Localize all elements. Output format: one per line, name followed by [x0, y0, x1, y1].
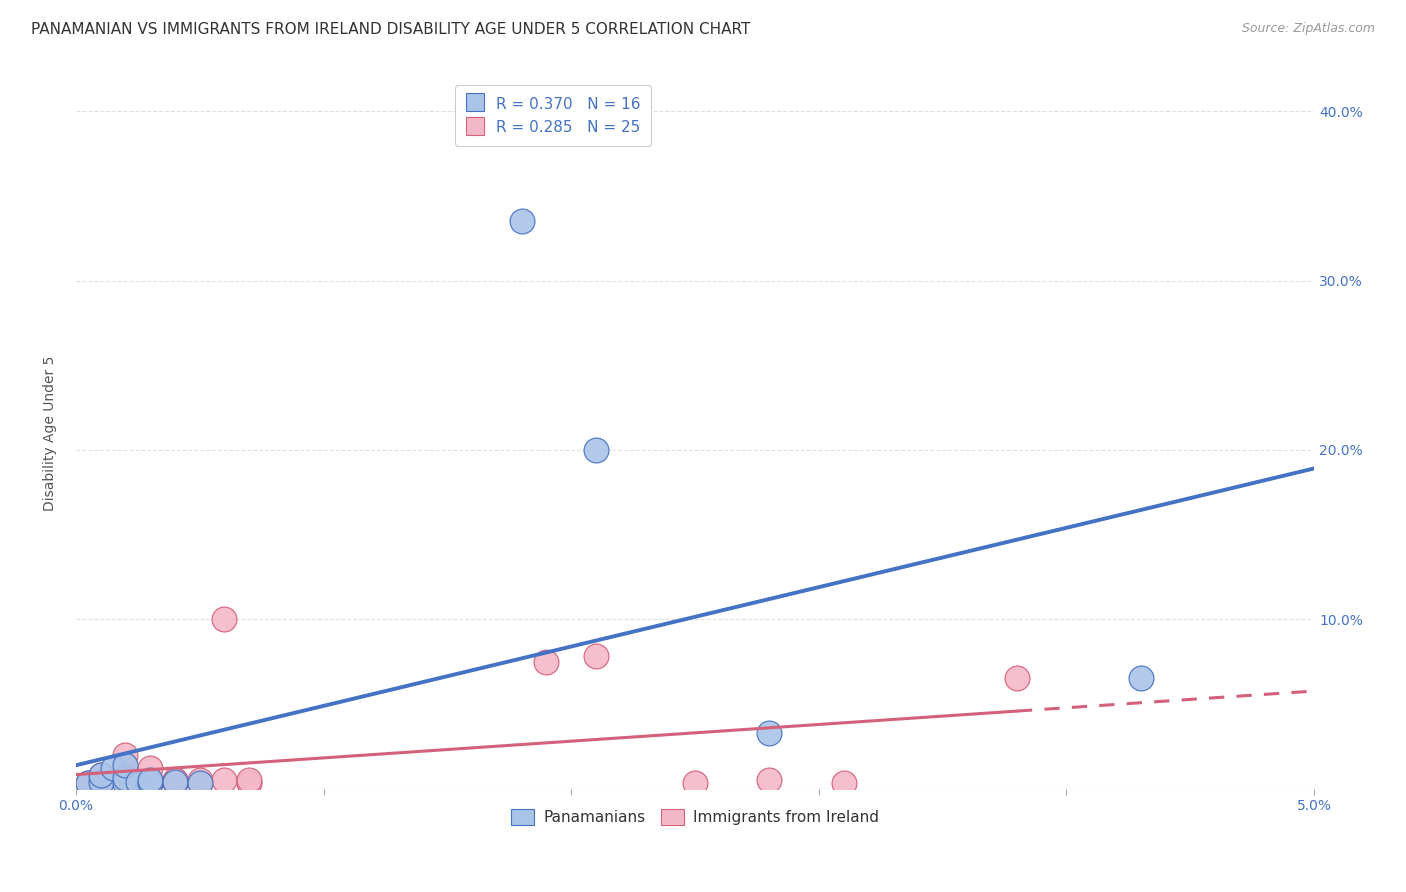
Point	[139, 776, 162, 790]
Point	[188, 776, 211, 790]
Point	[90, 768, 112, 782]
Point	[188, 776, 211, 790]
Point	[585, 442, 607, 457]
Point	[139, 773, 162, 788]
Point	[114, 772, 136, 786]
Legend: Panamanians, Immigrants from Ireland: Panamanians, Immigrants from Ireland	[502, 800, 889, 834]
Point	[163, 773, 186, 788]
Point	[238, 773, 260, 788]
Point	[114, 774, 136, 789]
Point	[758, 725, 780, 739]
Point	[114, 747, 136, 762]
Point	[188, 773, 211, 788]
Point	[139, 776, 162, 790]
Point	[90, 774, 112, 789]
Point	[114, 776, 136, 790]
Text: Source: ZipAtlas.com: Source: ZipAtlas.com	[1241, 22, 1375, 36]
Point	[163, 774, 186, 789]
Point	[114, 768, 136, 782]
Point	[510, 214, 533, 228]
Point	[139, 776, 162, 790]
Point	[90, 768, 112, 782]
Point	[114, 757, 136, 772]
Y-axis label: Disability Age Under 5: Disability Age Under 5	[44, 355, 58, 511]
Point	[1005, 672, 1028, 686]
Point	[1129, 672, 1152, 686]
Point	[585, 649, 607, 664]
Point	[536, 655, 558, 669]
Point	[238, 776, 260, 790]
Point	[214, 773, 236, 788]
Point	[832, 776, 855, 790]
Point	[163, 776, 186, 790]
Point	[77, 776, 100, 790]
Point	[77, 776, 100, 790]
Point	[127, 774, 149, 789]
Point	[139, 761, 162, 775]
Point	[90, 774, 112, 789]
Point	[214, 612, 236, 626]
Point	[101, 761, 124, 775]
Point	[139, 773, 162, 788]
Point	[163, 773, 186, 788]
Point	[683, 776, 706, 790]
Text: PANAMANIAN VS IMMIGRANTS FROM IRELAND DISABILITY AGE UNDER 5 CORRELATION CHART: PANAMANIAN VS IMMIGRANTS FROM IRELAND DI…	[31, 22, 751, 37]
Point	[758, 773, 780, 788]
